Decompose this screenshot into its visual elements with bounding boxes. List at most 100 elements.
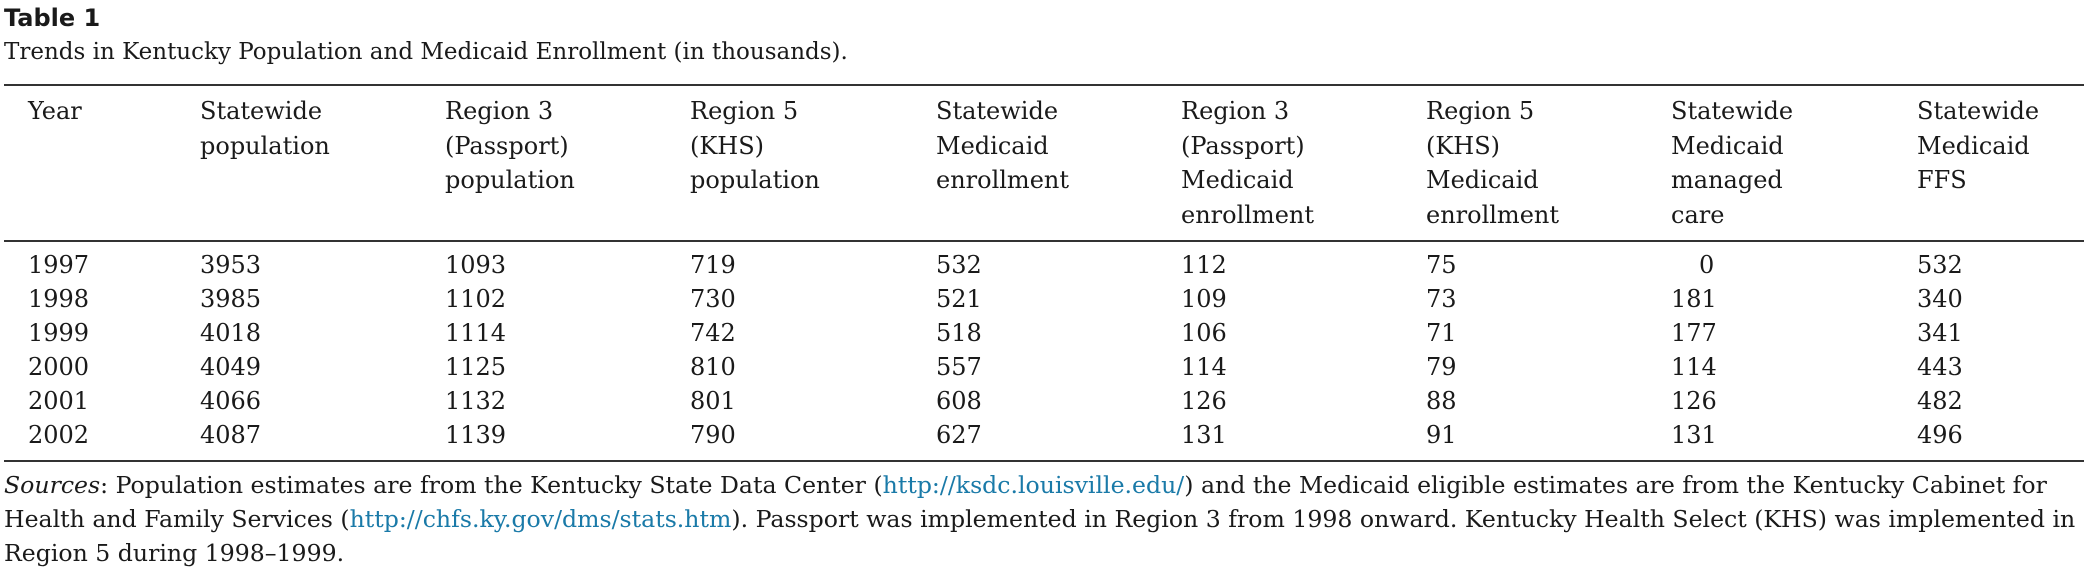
row-year-cell: 2002	[28, 421, 90, 449]
table-cell: 627	[936, 421, 982, 449]
table-label: Table 1	[4, 4, 101, 32]
column-header-line: (KHS)	[1426, 131, 1501, 160]
table-cell: 114	[1181, 353, 1227, 381]
column-header-line: Medicaid	[1181, 166, 1294, 194]
row-year-cell: 1998	[28, 285, 90, 313]
column-header-line: Medicaid	[1426, 166, 1539, 194]
table-cell: 88	[1426, 387, 1457, 415]
row-year-cell: 1999	[28, 319, 90, 347]
column-header-year: Year	[28, 94, 82, 129]
column-header-line: population	[200, 131, 330, 160]
row-year-cell: 1997	[28, 251, 90, 279]
column-header-line: Statewide	[936, 97, 1059, 125]
table-cell: 482	[1917, 387, 1963, 415]
table-cell: 109	[1181, 285, 1227, 313]
table-cell: 126	[1671, 387, 1717, 415]
column-header-line: Statewide	[1917, 97, 2040, 125]
footnote-text-1: : Population estimates are from the Kent…	[100, 471, 883, 499]
bottom-rule	[4, 460, 2084, 462]
table-title: Trends in Kentucky Population and Medica…	[4, 39, 848, 65]
chfs-link[interactable]: http://chfs.ky.gov/dms/stats.htm	[349, 505, 732, 533]
column-header-line: (Passport)	[445, 131, 569, 160]
column-header-line: care	[1671, 200, 1725, 229]
table-cell: 3985	[200, 285, 262, 313]
top-rule	[4, 84, 2084, 86]
table-cell: 131	[1181, 421, 1227, 449]
column-header-line: enrollment	[936, 166, 1069, 194]
column-header-region-3-passport-medicaid-enrollment: Region 3 (Passport) Medicaid enrollment	[1181, 94, 1314, 232]
table-cell: 4049	[200, 353, 262, 381]
column-header-line: (Passport)	[1181, 131, 1305, 160]
table-cell: 0	[1699, 251, 1715, 279]
table-cell: 532	[936, 251, 982, 279]
table-cell: 557	[936, 353, 982, 381]
column-header-statewide-medicaid-managed-care: Statewide Medicaid managed care	[1671, 94, 1793, 232]
table-cell: 126	[1181, 387, 1227, 415]
table-footnote: Sources: Population estimates are from t…	[4, 468, 2086, 570]
footnote-text-3: ). Passport was implemented in Region 3 …	[4, 505, 2076, 567]
table-cell: 4018	[200, 319, 262, 347]
table-cell: 1093	[445, 251, 507, 279]
table-cell: 112	[1181, 251, 1227, 279]
column-header-statewide-population: Statewide population	[200, 94, 330, 163]
table-cell: 608	[936, 387, 982, 415]
table-cell: 1132	[445, 387, 507, 415]
column-header-line: (KHS)	[690, 131, 765, 160]
column-header-line: Medicaid	[1917, 131, 2030, 160]
footnote-label: Sources	[4, 471, 101, 499]
table-cell: 3953	[200, 251, 262, 279]
footnote-text-2: ) and the Medicaid eligible estimates ar…	[4, 471, 2047, 533]
ksdc-link[interactable]: http://ksdc.louisville.edu/	[882, 471, 1185, 499]
table-cell: 801	[690, 387, 736, 415]
table-cell: 71	[1426, 319, 1457, 347]
row-year-cell: 2001	[28, 387, 90, 415]
column-header-line: Statewide	[200, 97, 323, 125]
table-cell: 730	[690, 285, 736, 313]
column-header-region-3-passport-population: Region 3 (Passport) population	[445, 94, 575, 198]
table-cell: 75	[1426, 251, 1457, 279]
table-cell: 4087	[200, 421, 262, 449]
column-header-line: population	[690, 166, 820, 194]
table-cell: 1102	[445, 285, 507, 313]
table-cell: 742	[690, 319, 736, 347]
table-cell: 4066	[200, 387, 262, 415]
column-header-region-5-khs-population: Region 5 (KHS) population	[690, 94, 820, 198]
table-cell: 91	[1426, 421, 1457, 449]
column-header-line: Region 3	[1181, 97, 1290, 125]
column-header-line: Region 3	[445, 97, 554, 125]
column-header-line: Region 5	[1426, 97, 1535, 125]
column-header-line: enrollment	[1181, 200, 1314, 229]
column-header-line: managed	[1671, 166, 1783, 194]
table-cell: 790	[690, 421, 736, 449]
column-header-region-5-khs-medicaid-enrollment: Region 5 (KHS) Medicaid enrollment	[1426, 94, 1559, 232]
column-header-line: population	[445, 166, 575, 194]
header-rule	[4, 240, 2084, 242]
table-cell: 106	[1181, 319, 1227, 347]
table-cell: 177	[1671, 319, 1717, 347]
column-header-statewide-medicaid-enrollment: Statewide Medicaid enrollment	[936, 94, 1069, 198]
column-header-line: Medicaid	[936, 131, 1049, 160]
table-cell: 1114	[445, 319, 507, 347]
table-cell: 521	[936, 285, 982, 313]
row-year-cell: 2000	[28, 353, 90, 381]
table-cell: 340	[1917, 285, 1963, 313]
column-header-statewide-medicaid-ffs: Statewide Medicaid FFS	[1917, 94, 2039, 198]
table-cell: 532	[1917, 251, 1963, 279]
column-header-line: Medicaid	[1671, 131, 1784, 160]
table-cell: 810	[690, 353, 736, 381]
column-header-line: enrollment	[1426, 200, 1559, 229]
table-cell: 496	[1917, 421, 1963, 449]
table-cell: 131	[1671, 421, 1717, 449]
table-cell: 341	[1917, 319, 1963, 347]
column-header-line: Statewide	[1671, 97, 1794, 125]
column-header-line: FFS	[1917, 166, 1967, 194]
table-cell: 114	[1671, 353, 1717, 381]
table-cell: 79	[1426, 353, 1457, 381]
table-cell: 443	[1917, 353, 1963, 381]
table-cell: 181	[1671, 285, 1717, 313]
table-cell: 73	[1426, 285, 1457, 313]
table-cell: 1125	[445, 353, 507, 381]
table-cell: 1139	[445, 421, 507, 449]
column-header-line: Year	[28, 97, 82, 125]
